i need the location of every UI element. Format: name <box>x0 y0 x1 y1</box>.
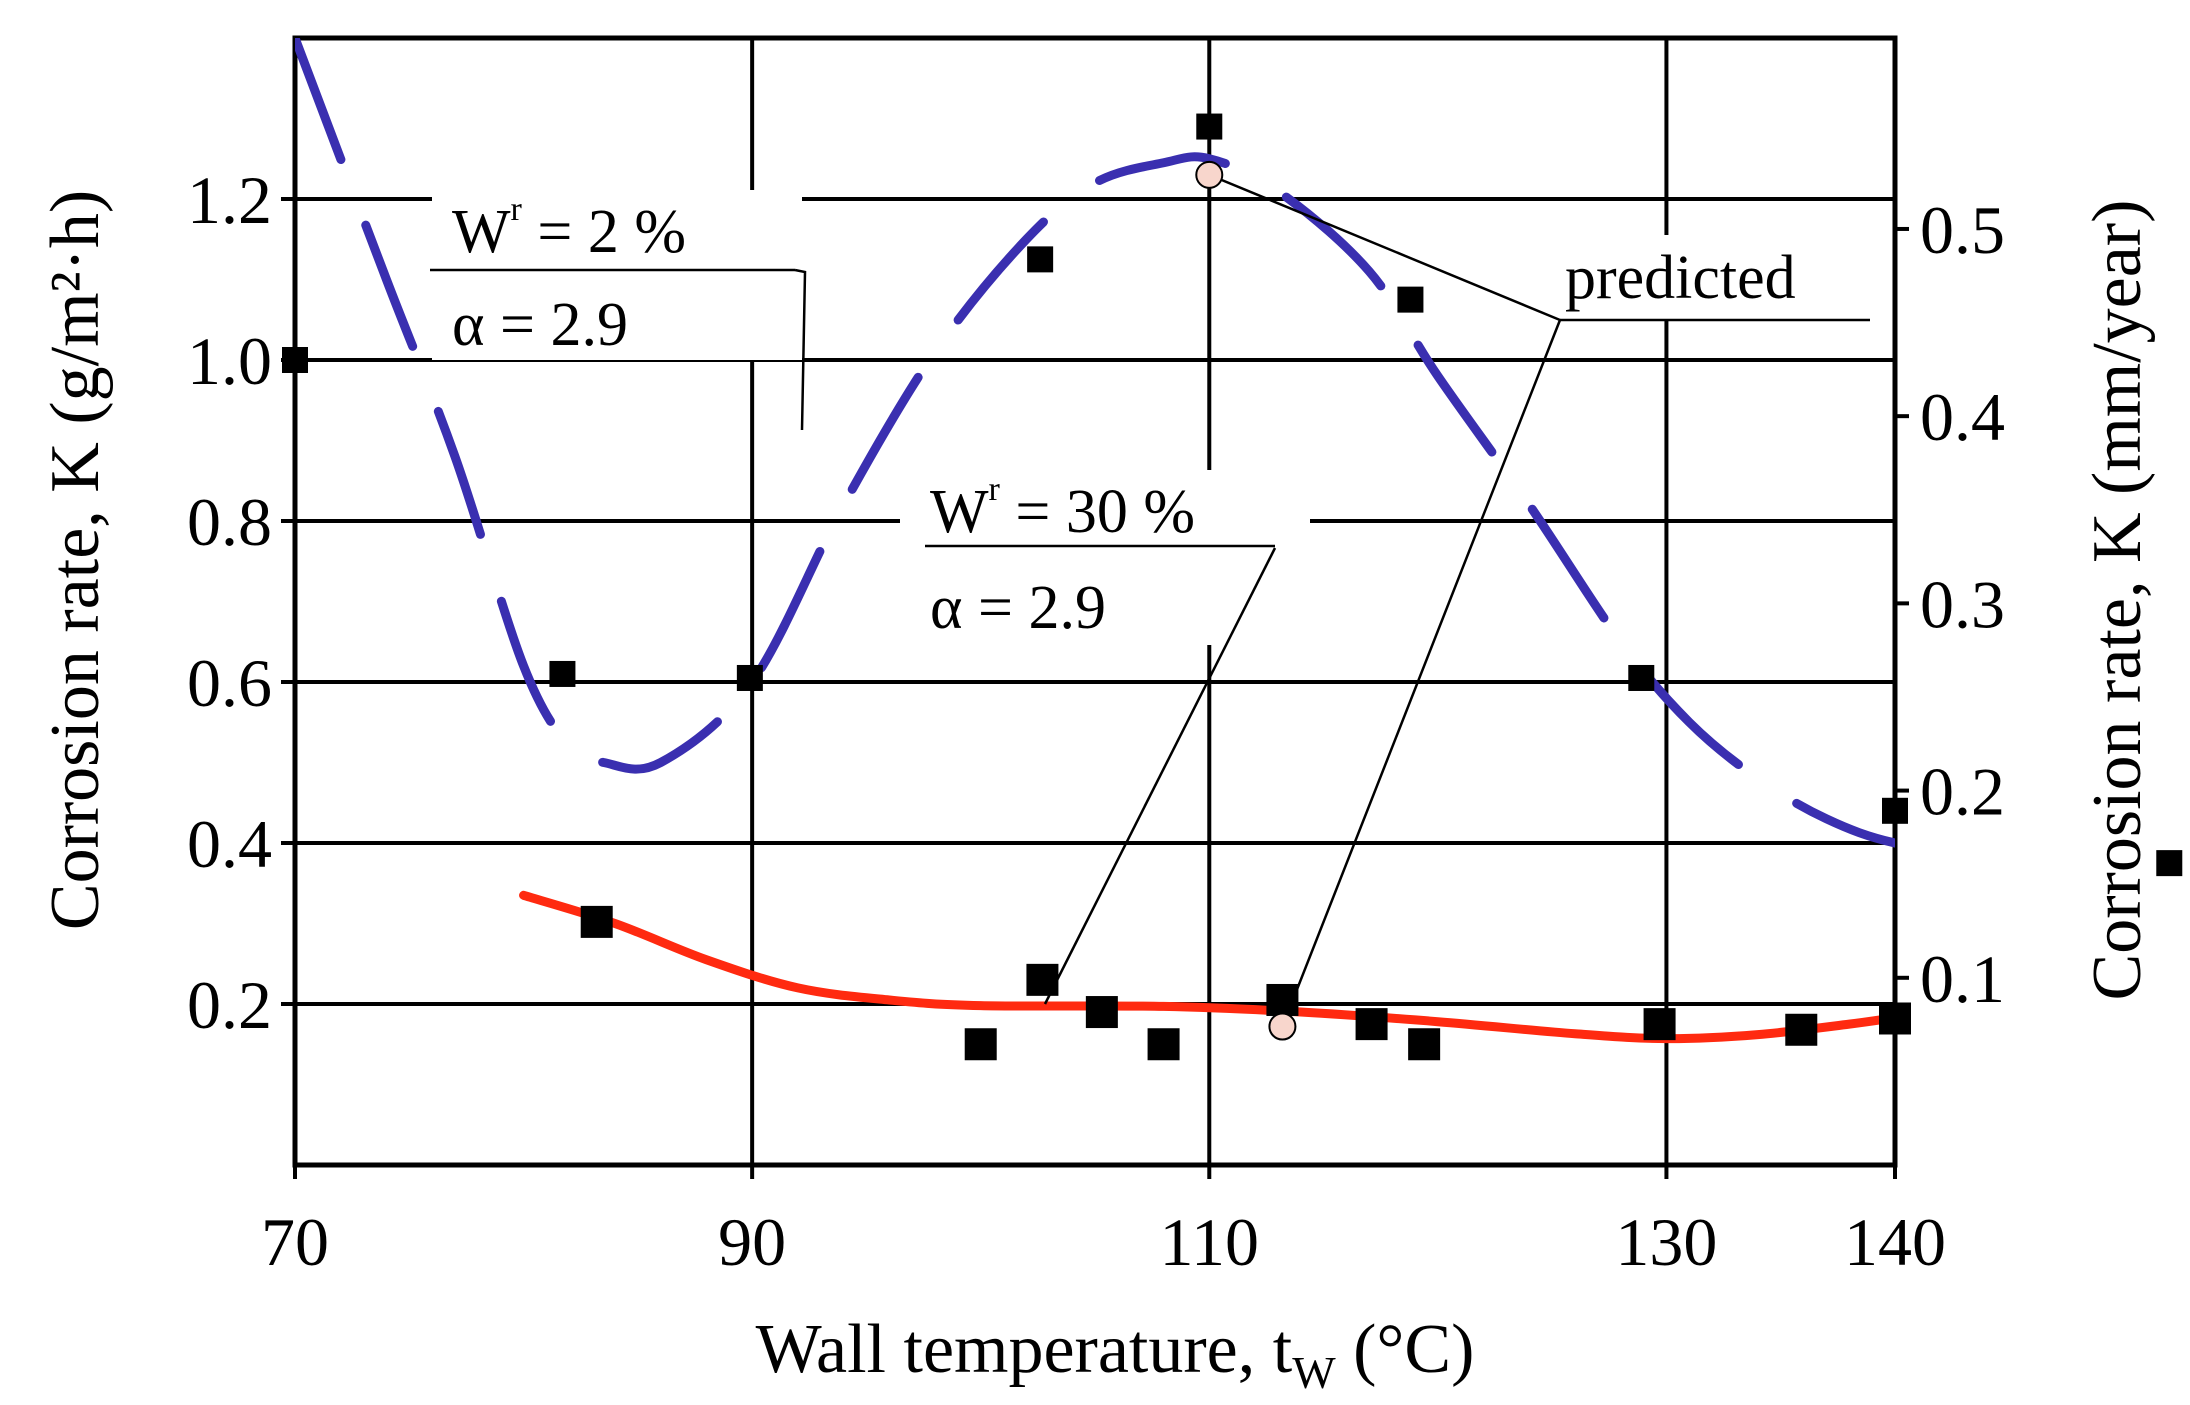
annotation-wr-2-leader <box>794 268 807 431</box>
measured-point-series-0-7 <box>1882 797 1908 824</box>
measured-point-series-0-4 <box>1196 113 1223 140</box>
annotation-backgrounds <box>432 190 1890 645</box>
predicted-point-series-1-0 <box>1268 1012 1297 1041</box>
measured-point-series-1-6 <box>1355 1008 1388 1041</box>
plot-frame <box>281 35 1909 1179</box>
svg-text:Wr = 30 %: Wr = 30 % <box>930 471 1195 546</box>
x-tick-label-0: 70 <box>261 1204 329 1280</box>
y-tick-label-0: 0.2 <box>187 967 272 1043</box>
y-tick-label-2: 0.6 <box>187 645 272 721</box>
y-axis-right-title: Corrosion rate, K (mm/year) <box>2079 200 2156 1001</box>
annotation-wr-30-alpha: α = 2.9 <box>930 574 1106 642</box>
annotation-wr-30-leader <box>1043 547 1277 1005</box>
measured-point-series-1-7 <box>1408 1028 1441 1061</box>
fit-curve-series-0 <box>295 38 1895 848</box>
y-tick-label-5: 1.2 <box>187 162 272 238</box>
x-tick-label-1: 90 <box>718 1204 786 1280</box>
annotation-wr-30-value: = 30 % <box>1000 478 1195 546</box>
data-markers <box>282 113 2183 1061</box>
tick-labels: 70 90 110 130 140 0.2 0.4 0.6 0.8 1.0 1.2 0.1 0.2 0.3… <box>187 162 2005 1280</box>
annotation-wr-30: Wr = 30 % α = 2.9 <box>930 471 1195 642</box>
annotation-wr-2: Wr = 2 % α = 2.9 <box>452 191 686 359</box>
annotation-predicted: predicted <box>1565 244 1796 312</box>
x-tick-label-4: 140 <box>1844 1204 1946 1280</box>
measured-point-series-1-9 <box>1785 1013 1818 1046</box>
fit-curve-series-1 <box>519 890 1895 1044</box>
annotation-wr-2-bg <box>432 190 802 360</box>
measured-point-series-0-3 <box>1027 246 1054 273</box>
y-axis-left-title: Corrosion rate, K (g/m²·h) <box>37 190 114 930</box>
measured-point-series-1-10 <box>1879 1002 1911 1035</box>
annotation-wr-2-w: W <box>452 198 511 266</box>
measured-point-series-1-3 <box>1085 996 1118 1029</box>
annotation-wr-30-w: W <box>930 478 989 546</box>
measured-point-series-0-0 <box>282 347 308 373</box>
predicted-leader-upper <box>1208 173 1561 322</box>
svg-text:Wr = 2 %: Wr = 2 % <box>452 191 686 266</box>
measured-point-series-0-1 <box>549 660 576 687</box>
x-tick-label-2: 110 <box>1160 1204 1259 1280</box>
y-tick-label-3: 0.8 <box>187 484 272 560</box>
measured-point-series-0-6 <box>1628 664 1655 691</box>
measured-point-series-0-8 <box>2156 850 2183 877</box>
y2-tick-label-0: 0.1 <box>1920 941 2005 1017</box>
x-axis-title: Wall temperature, tW (°C) <box>756 1311 1475 1398</box>
measured-point-series-1-1 <box>964 1028 997 1061</box>
annotation-predicted-bg <box>1540 235 1890 320</box>
predicted-leader-lower <box>1281 319 1562 1027</box>
measured-point-series-1-8 <box>1643 1008 1676 1041</box>
measured-point-series-1-0 <box>580 905 613 938</box>
x-tick-label-3: 130 <box>1615 1204 1717 1280</box>
measured-point-series-1-4 <box>1147 1028 1180 1061</box>
y2-tick-label-2: 0.3 <box>1920 566 2005 642</box>
annotation-wr-30-sup: r <box>989 471 1001 508</box>
y2-tick-label-4: 0.5 <box>1920 192 2005 268</box>
annotation-wr-2-value: = 2 % <box>522 198 686 266</box>
annotation-wr-2-alpha: α = 2.9 <box>452 291 628 359</box>
measured-point-series-0-2 <box>736 664 763 691</box>
annotation-wr-2-sup: r <box>511 191 523 228</box>
annotation-leader-lines <box>430 173 1870 1027</box>
measured-point-series-1-5 <box>1266 983 1299 1016</box>
y2-tick-label-1: 0.2 <box>1920 754 2005 830</box>
y-tick-label-1: 0.4 <box>187 806 272 882</box>
y-tick-label-4: 1.0 <box>187 323 272 399</box>
y2-tick-label-3: 0.4 <box>1920 379 2005 455</box>
measured-point-series-1-2 <box>1026 963 1059 996</box>
predicted-point-series-0-0 <box>1195 160 1224 189</box>
measured-point-series-0-5 <box>1397 286 1424 313</box>
fit-curves <box>295 38 1895 1044</box>
